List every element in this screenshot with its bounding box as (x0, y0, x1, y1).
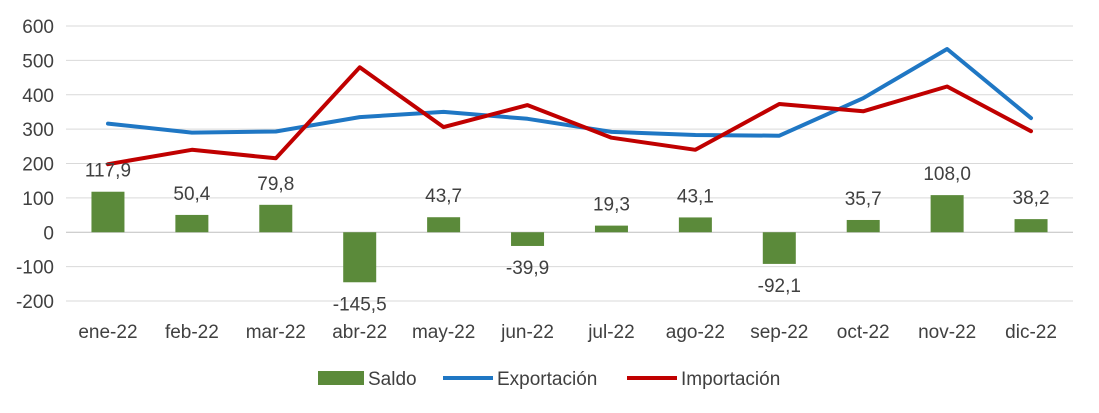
y-tick-label: 500 (22, 51, 54, 72)
saldo-bars (91, 191, 1048, 283)
saldo-data-label: 79,8 (257, 174, 294, 195)
saldo-data-label: -39,9 (506, 258, 549, 279)
x-tick-label: ene-22 (78, 322, 137, 343)
x-tick-label: sep-22 (750, 322, 808, 343)
saldo-bar (678, 217, 712, 233)
y-tick-label: 300 (22, 120, 54, 141)
x-tick-label: abr-22 (332, 322, 387, 343)
y-tick-label: 100 (22, 189, 54, 210)
saldo-data-label: 108,0 (923, 164, 971, 185)
line-series (106, 47, 1033, 167)
x-tick-label: jul-22 (587, 322, 634, 343)
y-tick-label: 200 (22, 155, 54, 176)
saldo-data-label: 19,3 (593, 195, 630, 216)
legend-saldo-swatch (318, 371, 364, 385)
x-tick-label: jun-22 (500, 322, 554, 343)
saldo-data-label: 117,9 (85, 161, 131, 182)
saldo-data-label: 50,4 (173, 184, 210, 205)
y-axis: 600 500 400 300 200 100 0 -100 -200 (16, 17, 54, 313)
saldo-bar (1014, 219, 1048, 233)
y-tick-label: -200 (16, 292, 54, 313)
data-labels: 117,9 50,4 79,8 -145,5 43,7 -39,9 19,3 43,1 -92,… (85, 161, 1050, 316)
saldo-data-label: 43,7 (425, 186, 462, 207)
saldo-bar (930, 195, 964, 233)
saldo-data-label: -145,5 (333, 294, 387, 315)
y-tick-label: 600 (22, 17, 54, 38)
y-tick-label: 0 (43, 223, 54, 244)
gridlines (66, 25, 1073, 302)
saldo-bar (762, 232, 796, 264)
saldo-data-label: 38,2 (1013, 188, 1050, 209)
saldo-data-label: 43,1 (677, 186, 714, 207)
x-tick-label: may-22 (412, 322, 475, 343)
legend-label: Exportación (497, 369, 597, 390)
saldo-data-label: 35,7 (845, 189, 882, 210)
x-tick-label: oct-22 (837, 322, 890, 343)
y-tick-label: 400 (22, 86, 54, 107)
saldo-bar (343, 232, 377, 283)
saldo-bar (594, 225, 628, 233)
saldo-bar (511, 232, 545, 246)
legend: Saldo Exportación Importación (318, 369, 780, 390)
x-tick-label: dic-22 (1005, 322, 1057, 343)
saldo-bar (427, 217, 461, 233)
x-axis: ene-22 feb-22 mar-22 abr-22 may-22 jun-22 jul-… (78, 322, 1057, 343)
legend-label: Importación (681, 369, 780, 390)
x-tick-label: ago-22 (666, 322, 725, 343)
saldo-bar (175, 214, 209, 233)
saldo-bar (91, 191, 125, 233)
saldo-bar (846, 219, 880, 233)
importacion-line (106, 65, 1033, 167)
x-tick-label: feb-22 (165, 322, 219, 343)
x-tick-label: mar-22 (246, 322, 306, 343)
saldo-bar (259, 204, 293, 233)
x-tick-label: nov-22 (918, 322, 976, 343)
saldo-data-label: -92,1 (758, 276, 801, 297)
y-tick-label: -100 (16, 258, 54, 279)
legend-label: Saldo (368, 369, 417, 390)
exportacion-line (106, 47, 1033, 138)
